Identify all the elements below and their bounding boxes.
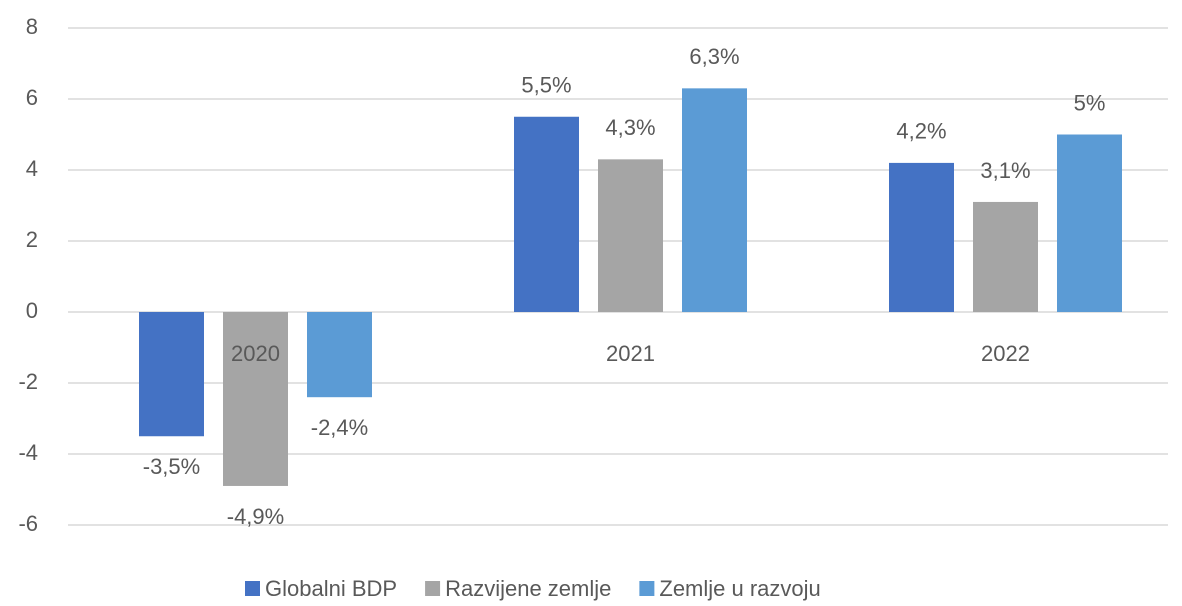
data-label: 4,2% [896, 119, 946, 144]
y-tick-label: -4 [18, 440, 38, 465]
x-tick-label: 2020 [231, 341, 280, 366]
bar [889, 162, 954, 312]
y-tick-label: 8 [26, 14, 38, 39]
data-label: 5% [1074, 90, 1106, 115]
bar [973, 201, 1038, 312]
data-label: 3,1% [980, 158, 1030, 183]
legend-label: Zemlje u razvoju [659, 576, 820, 601]
data-label: -2,4% [311, 415, 368, 440]
bar [223, 312, 288, 486]
bar [139, 312, 204, 437]
y-tick-label: -2 [18, 369, 38, 394]
data-label: 4,3% [605, 115, 655, 140]
data-label: -3,5% [143, 454, 200, 479]
bar [598, 159, 663, 312]
y-tick-label: 2 [26, 227, 38, 252]
x-tick-label: 2022 [981, 341, 1030, 366]
legend-label: Globalni BDP [265, 576, 397, 601]
x-tick-label: 2021 [606, 341, 655, 366]
legend-label: Razvijene zemlje [445, 576, 611, 601]
legend-swatch [245, 581, 260, 596]
bar [514, 116, 579, 312]
bar [682, 88, 747, 312]
data-label: -4,9% [227, 504, 284, 529]
y-tick-label: 4 [26, 156, 38, 181]
data-label: 5,5% [521, 73, 571, 98]
legend-swatch [639, 581, 655, 596]
legend-swatch [425, 581, 441, 596]
y-tick-label: 0 [26, 298, 38, 323]
y-tick-label: -6 [18, 511, 38, 536]
bar [307, 312, 372, 398]
data-label: 6,3% [689, 44, 739, 69]
y-tick-label: 6 [26, 85, 38, 110]
bar [1057, 134, 1122, 312]
